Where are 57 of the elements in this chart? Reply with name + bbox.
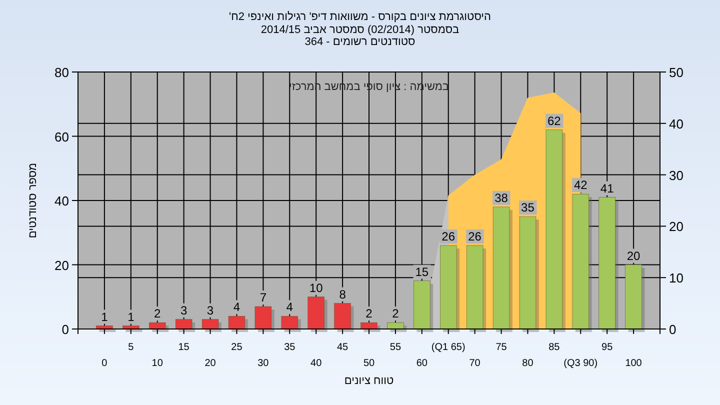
- y-tick-label: 40: [54, 194, 69, 208]
- data-label: 2: [154, 306, 162, 321]
- x-tick-label: 100: [625, 358, 642, 369]
- x-tick-label: 40: [310, 358, 322, 369]
- x-axis-title: טווח ציונים: [344, 375, 394, 387]
- x-tick-label: 25: [231, 342, 243, 353]
- x-tick-label: 20: [204, 358, 216, 369]
- x-tick-label: 15: [178, 342, 190, 353]
- data-label: 7: [260, 290, 267, 305]
- y-tick-label: 80: [54, 65, 69, 80]
- data-label: 15: [415, 264, 429, 279]
- data-label: 26: [468, 229, 482, 244]
- data-label: 4: [286, 300, 294, 314]
- x-tick-label: (Q1 65): [431, 342, 466, 353]
- data-label: 26: [442, 229, 456, 244]
- y2-tick-label: 0: [669, 322, 676, 337]
- x-tick-label: 50: [363, 358, 375, 369]
- chart-subtitle: בסמסטר (02/2014) סמסטר אביב 2014/15 סטודנטים רשומים - 364: [260, 24, 460, 48]
- y2-tick-label: 10: [669, 270, 684, 286]
- data-label: 8: [339, 287, 346, 302]
- x-tick-label: 45: [336, 342, 349, 353]
- data-label: 2: [366, 306, 373, 321]
- x-tick-label: 55: [390, 342, 402, 353]
- y2-tick-label: 20: [669, 219, 684, 234]
- x-tick-label: 0: [102, 358, 108, 369]
- x-tick-label: 30: [258, 358, 270, 369]
- y-tick-label: 60: [54, 129, 69, 144]
- x-tick-label: 10: [152, 358, 164, 369]
- x-tick-label: 75: [496, 342, 508, 353]
- data-label: 1: [128, 310, 135, 324]
- x-tick-label: 60: [416, 358, 428, 369]
- x-tick-label: 35: [284, 342, 296, 353]
- chart-title: היסטוגרמת ציונים בקורס - משוואות דיפ' רגילות ואינפי 2ח': [228, 11, 492, 23]
- x-tick-label: 95: [602, 342, 614, 353]
- data-label: 42: [574, 178, 588, 192]
- data-label: 3: [206, 303, 214, 318]
- y-tick-label: 0: [62, 322, 69, 337]
- data-label: 2: [392, 306, 400, 321]
- data-label: 62: [548, 114, 562, 128]
- y2-tick-label: 40: [669, 116, 684, 132]
- data-label: 20: [626, 248, 641, 263]
- y-tick-label: 20: [54, 258, 69, 273]
- y2-tick-label: 30: [669, 168, 684, 183]
- data-label: 4: [233, 300, 240, 314]
- x-tick-label: (Q3 90): [564, 358, 598, 369]
- data-label: 10: [309, 280, 324, 295]
- data-label: 38: [494, 190, 508, 205]
- data-label: 41: [600, 181, 614, 196]
- data-label: 1: [101, 310, 108, 324]
- x-tick-label: 80: [522, 358, 534, 369]
- data-label: 3: [180, 303, 188, 318]
- y-axis-title: מספר סטודנטים: [27, 162, 39, 238]
- x-tick-label: 70: [469, 358, 481, 369]
- x-tick-label: 85: [548, 342, 560, 353]
- data-label: 35: [521, 200, 535, 215]
- x-tick-label: 5: [128, 342, 134, 353]
- y2-tick-label: 50: [669, 65, 684, 80]
